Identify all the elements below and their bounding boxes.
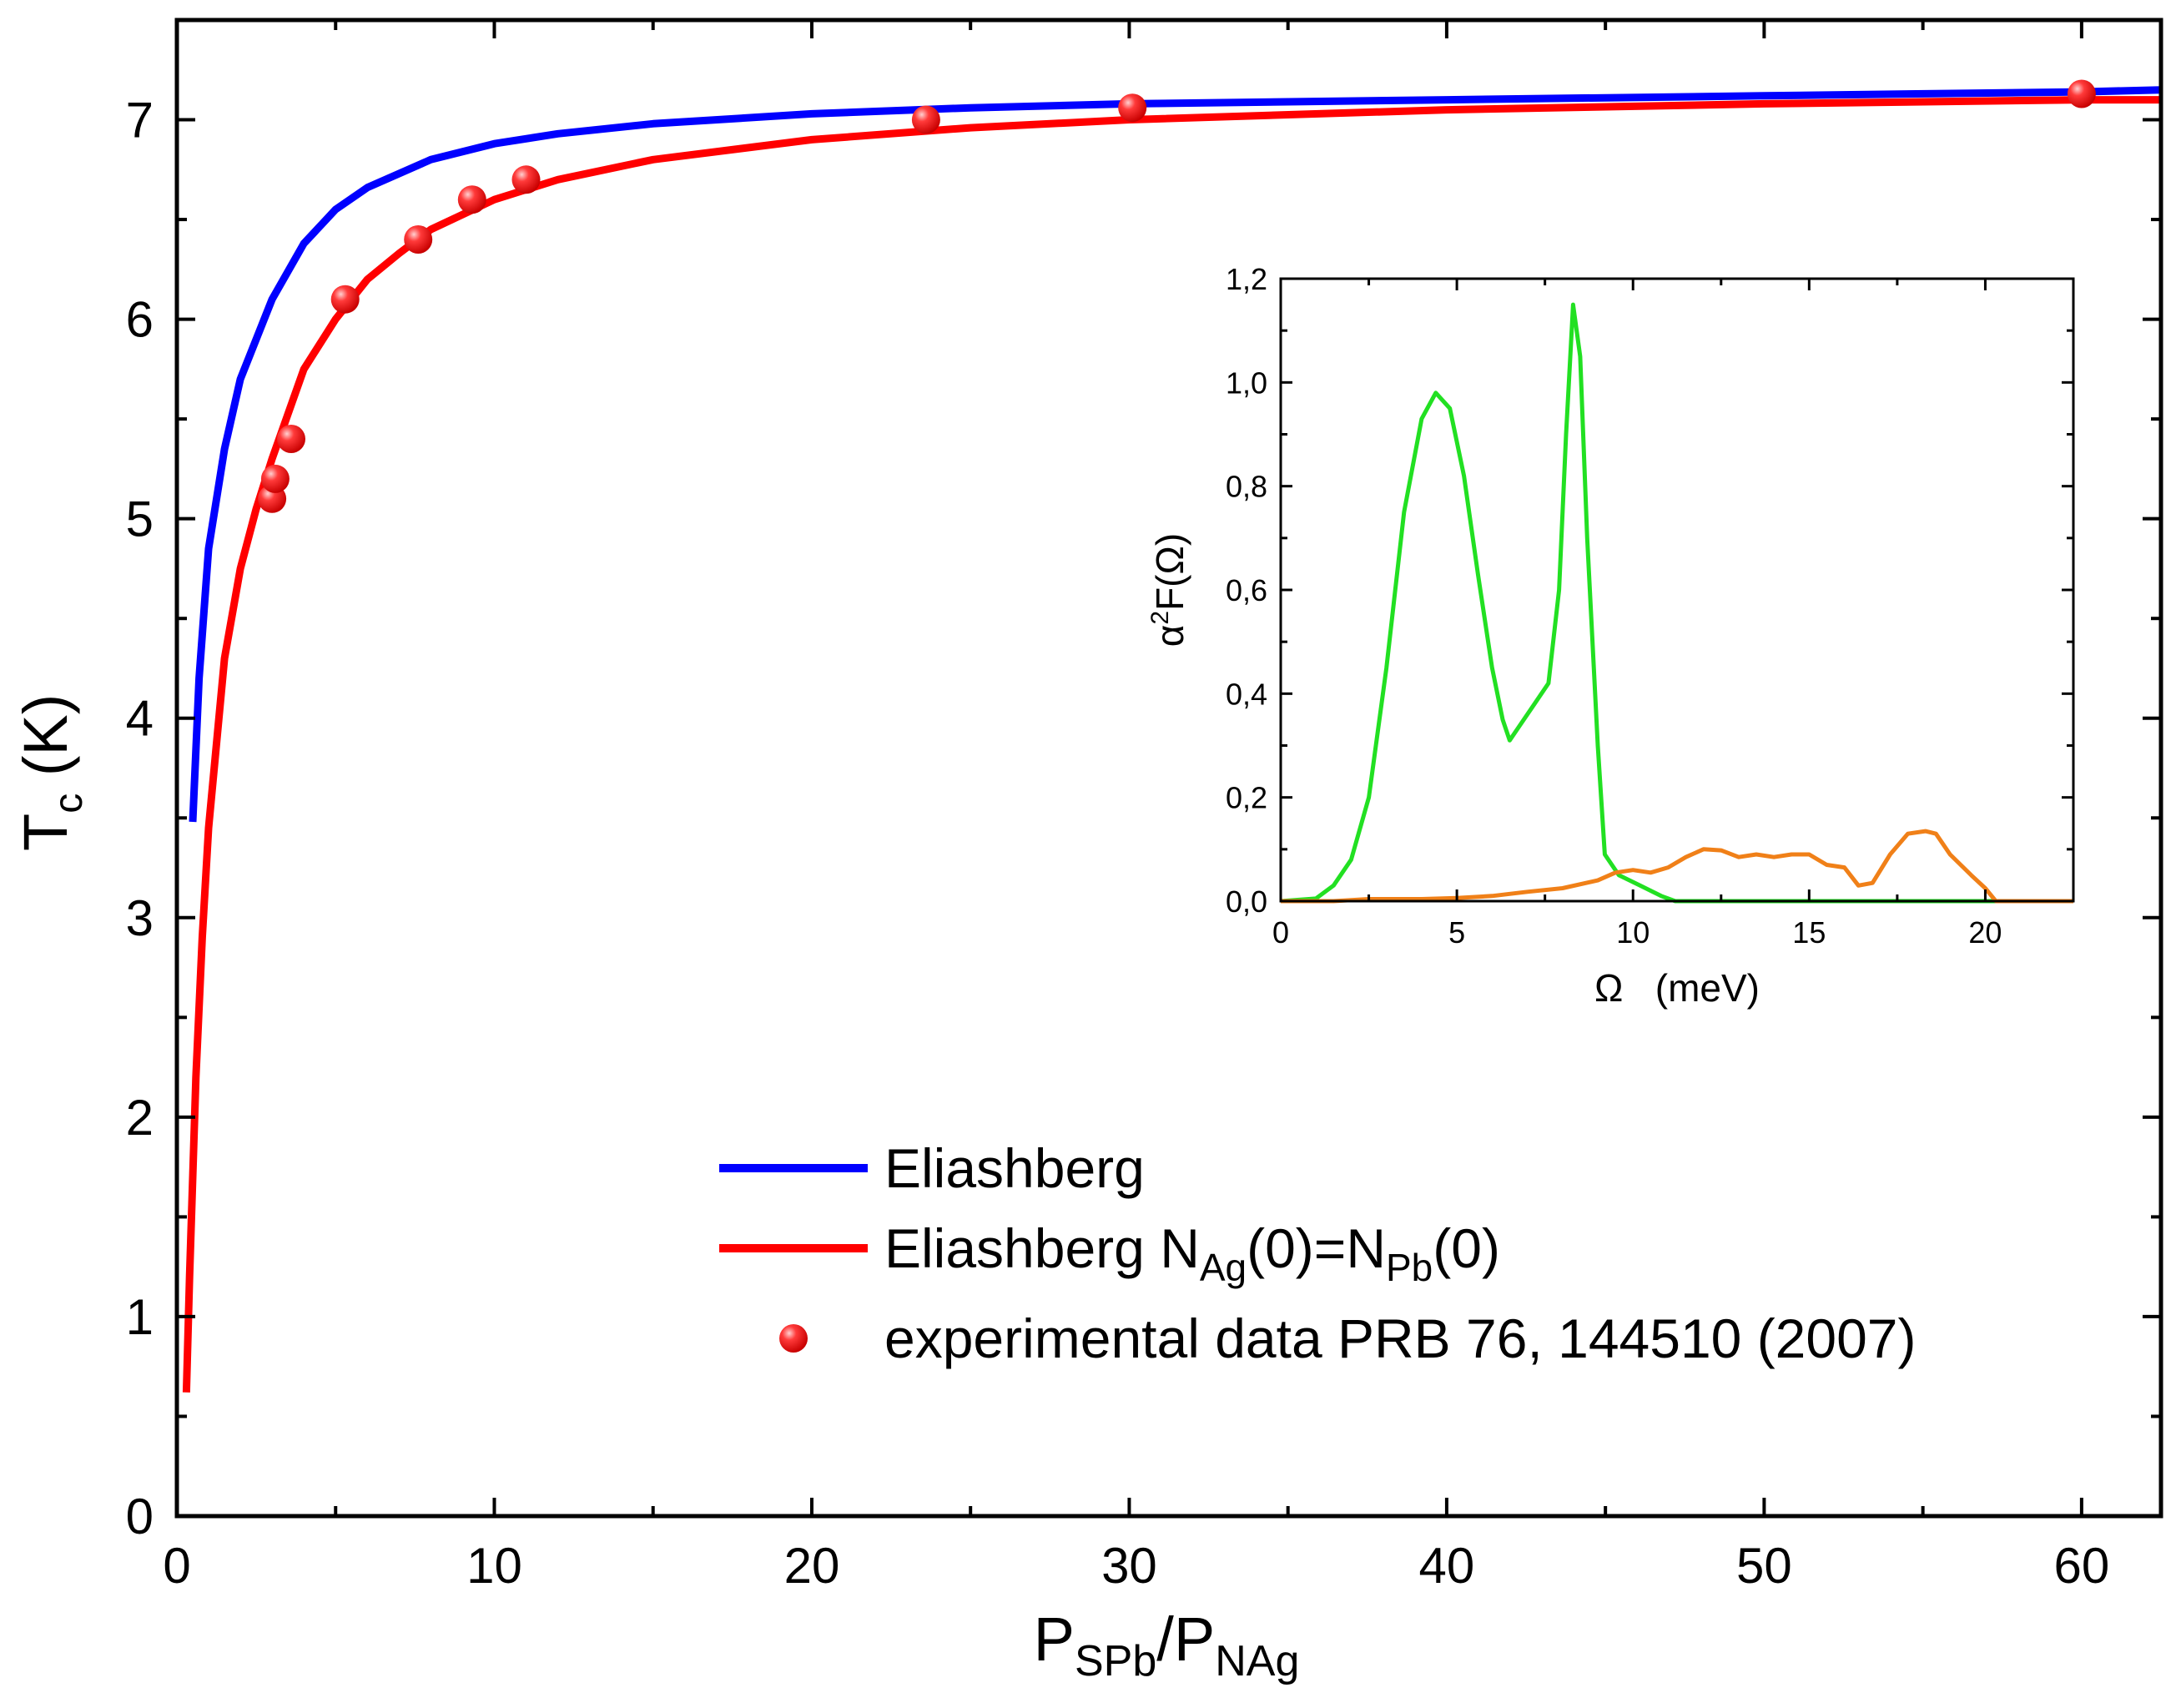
main-x-axis-title: PSPb/PNAg xyxy=(1034,1605,1300,1685)
inset-x-tick-label: 5 xyxy=(1448,915,1465,950)
y-tick-label: 1 xyxy=(126,1289,154,1345)
x-tick-label: 50 xyxy=(1736,1538,1792,1594)
x-tick-label: 20 xyxy=(784,1538,840,1594)
experimental-point-7 xyxy=(911,105,940,134)
inset-plot: 0 5 10 15 20 0,0 0,2 0,4 0,6 0,8 1,0 1,2 α2F(Ω) Ω (… xyxy=(1146,262,2075,1010)
main-series-line-0 xyxy=(189,86,2162,823)
inset-series-line-1 xyxy=(1281,829,2073,904)
inset-x-tick-label: 20 xyxy=(1968,915,2002,950)
inset-x-tick-label: 15 xyxy=(1792,915,1826,950)
y-title-units: (K) xyxy=(11,694,80,794)
inset-y-sup: 2 xyxy=(1146,611,1174,625)
legend-n-mid: (0)=N xyxy=(1247,1217,1386,1279)
legend-label-experimental: experimental data PRB 76, 144510 (2007) xyxy=(884,1307,1916,1369)
y-tick-label: 2 xyxy=(126,1090,154,1146)
main-plot-series xyxy=(182,86,2162,1393)
x-tick-label: 60 xyxy=(2054,1538,2110,1594)
experimental-point-2 xyxy=(277,425,305,453)
x-tick-label: 0 xyxy=(163,1538,190,1594)
x-title-p2: /P xyxy=(1156,1605,1215,1674)
inset-y-tick-label: 1,0 xyxy=(1226,365,1267,400)
main-plot-frame xyxy=(174,18,2163,1519)
y-title-main: T xyxy=(11,814,80,851)
legend-label-eliashberg-n: Eliashberg NAg(0)=NPb(0) xyxy=(884,1217,1500,1289)
inset-background xyxy=(1281,279,2073,901)
inset-series-line-0 xyxy=(1280,302,2073,904)
x-title-sub1: SPb xyxy=(1075,1637,1156,1685)
legend-marker-experimental xyxy=(779,1324,808,1353)
inset-plot-series xyxy=(1280,302,2073,904)
x-tick-label: 10 xyxy=(466,1538,522,1594)
inset-y-tick-label: 0,8 xyxy=(1226,470,1267,504)
legend-n-text: Eliashberg N xyxy=(884,1217,1200,1279)
y-tick-label: 7 xyxy=(126,93,154,149)
legend: Eliashberg Eliashberg NAg(0)=NPb(0) expe… xyxy=(719,1137,1916,1369)
x-title-sub2: NAg xyxy=(1215,1637,1299,1685)
inset-y-axis-title: α2F(Ω) xyxy=(1146,533,1191,647)
experimental-point-5 xyxy=(457,185,486,214)
y-tick-label: 6 xyxy=(126,292,154,348)
x-tick-label: 40 xyxy=(1419,1538,1475,1594)
inset-y-tick-label: 0,6 xyxy=(1226,573,1267,607)
inset-x-tick-label: 0 xyxy=(1272,915,1289,950)
y-tick-label: 4 xyxy=(126,691,154,747)
experimental-point-3 xyxy=(330,285,360,314)
legend-n-sub-pb: Pb xyxy=(1386,1246,1433,1289)
inset-y-tick-label: 1,2 xyxy=(1226,262,1267,296)
main-y-axis-title: Tc (K) xyxy=(11,694,91,851)
y-tick-label: 0 xyxy=(126,1489,154,1544)
inset-y-tick-label: 0,0 xyxy=(1226,884,1267,919)
x-tick-label: 30 xyxy=(1101,1538,1157,1594)
main-plot-experimental-points xyxy=(258,79,2096,513)
y-title-subscript: c xyxy=(47,794,91,814)
inset-y-pre: α xyxy=(1148,625,1191,647)
x-title-p1: P xyxy=(1034,1605,1075,1674)
experimental-point-4 xyxy=(404,225,433,254)
inset-y-tick-label: 0,4 xyxy=(1226,677,1267,711)
experimental-point-6 xyxy=(511,165,541,194)
legend-n-tail: (0) xyxy=(1433,1217,1500,1279)
legend-n-sub-ag: Ag xyxy=(1200,1246,1247,1289)
inset-plot-ticks: 0 5 10 15 20 0,0 0,2 0,4 0,6 0,8 1,0 1,2 xyxy=(1226,262,2075,950)
y-tick-label: 5 xyxy=(126,491,154,547)
inset-x-axis-title: Ω (meV) xyxy=(1594,966,1760,1010)
experimental-point-9 xyxy=(2067,79,2096,108)
legend-label-eliashberg: Eliashberg xyxy=(884,1137,1145,1199)
inset-y-post: F(Ω) xyxy=(1148,533,1191,611)
y-tick-label: 3 xyxy=(126,890,154,946)
main-series-line-1 xyxy=(182,96,2161,1393)
experimental-point-1 xyxy=(260,464,290,493)
experimental-point-8 xyxy=(1118,93,1147,123)
inset-y-tick-label: 0,2 xyxy=(1226,781,1267,815)
inset-x-tick-label: 10 xyxy=(1616,915,1650,950)
